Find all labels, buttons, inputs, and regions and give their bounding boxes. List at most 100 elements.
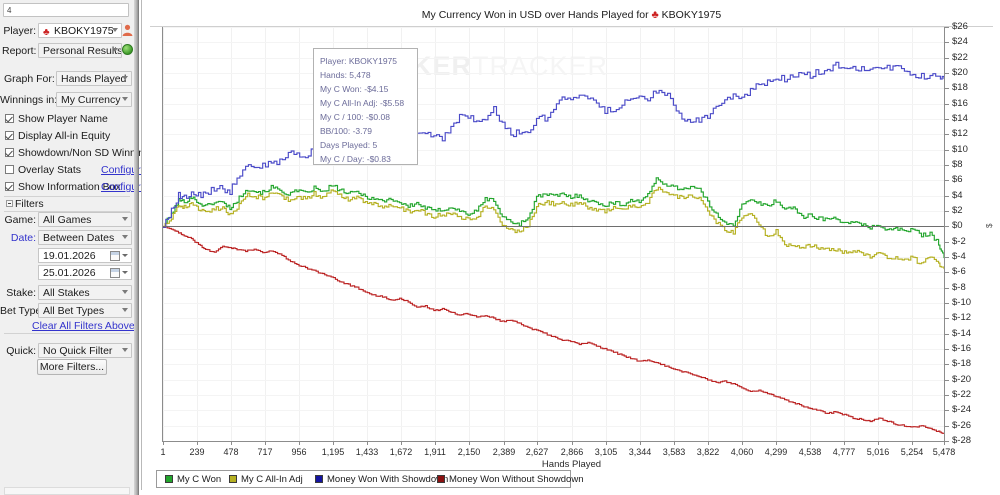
x-axis-tick	[367, 441, 368, 445]
x-axis-tick	[640, 441, 641, 445]
x-axis-line	[162, 441, 945, 442]
graph-for-select[interactable]: Hands Played	[56, 71, 132, 86]
legend-label: My C All-In Adj	[241, 474, 303, 485]
y-axis-tick-label: $-4	[952, 251, 966, 262]
x-axis-tick-label: 2,389	[492, 447, 516, 457]
quick-filter-select[interactable]: No Quick Filter	[38, 343, 132, 358]
y-axis-tick	[944, 380, 949, 381]
plot-area[interactable]: PKERTRACKER	[163, 27, 944, 441]
configure-overlay-stats-link[interactable]: Configure	[101, 164, 147, 176]
title-divider	[150, 26, 993, 27]
clear-all-filters-link[interactable]: Clear All Filters Above	[32, 320, 135, 332]
y-axis-tick-label: $24	[952, 36, 968, 47]
chevron-down-icon	[122, 217, 128, 221]
game-value: All Games	[43, 214, 92, 226]
legend-label: Money Won With Showdown	[327, 474, 449, 485]
legend-label: My C Won	[177, 474, 222, 485]
y-axis-tick	[944, 364, 949, 365]
report-select[interactable]: Personal Results	[38, 43, 122, 58]
x-axis-tick-label: 956	[291, 447, 307, 457]
x-axis-tick-label: 1	[160, 447, 166, 457]
watermark-tracker: TRACKER	[472, 51, 609, 81]
date-label[interactable]: Date:	[10, 232, 36, 244]
x-axis-tick-label: 3,344	[628, 447, 652, 457]
player-select[interactable]: ♣ KBOKY1975	[38, 23, 122, 38]
calendar-icon[interactable]	[110, 251, 120, 261]
panel-bottom-filler	[141, 490, 1000, 495]
date-from-field[interactable]: 19.01.2026	[38, 248, 132, 263]
chart-title-player: KBOKY1975	[661, 9, 722, 21]
x-axis-tick-label: 3,583	[662, 447, 686, 457]
y-axis-tick-label: $20	[952, 67, 968, 78]
y-axis-tick	[944, 58, 949, 59]
x-axis-tick-label: 5,254	[900, 447, 924, 457]
x-axis-tick	[878, 441, 879, 445]
player-select-value: KBOKY1975	[54, 25, 114, 37]
watermark-ker: KER	[412, 51, 473, 81]
stake-select[interactable]: All Stakes	[38, 285, 132, 300]
winnings-in-select[interactable]: My Currency	[56, 92, 132, 107]
x-axis-tick-label: 239	[189, 447, 205, 457]
y-axis-tick	[944, 318, 949, 319]
y-axis-tick-label: $-10	[952, 297, 972, 308]
y-axis-tick-label: $-18	[952, 358, 972, 369]
club-suit-icon: ♣	[43, 27, 50, 38]
info-player: Player: KBOKY1975	[320, 56, 398, 66]
y-axis-tick	[944, 303, 949, 304]
x-axis-tick-label: 478	[223, 447, 239, 457]
information-box: Player: KBOKY1975 Hands: 5,478 My C Won:…	[313, 48, 418, 165]
chart-legend: My C Won My C All-In Adj Money Won With Sh…	[156, 470, 583, 488]
sidebar-divider-scrollbar[interactable]	[134, 0, 139, 495]
chevron-down-icon[interactable]	[122, 271, 128, 274]
checkbox-box[interactable]	[5, 165, 14, 174]
date-from-value: 19.01.2026	[43, 250, 96, 262]
y-axis-tick-label: $-2	[952, 236, 966, 247]
collapse-icon[interactable]	[6, 200, 13, 207]
checkbox-box[interactable]	[5, 114, 14, 123]
y-axis-tick	[944, 42, 949, 43]
filters-section-header[interactable]: Filters	[6, 198, 44, 210]
y-axis-tick	[944, 272, 949, 273]
y-axis-tick-label: $18	[952, 82, 968, 93]
chart-title: My Currency Won in USD over Hands Played…	[142, 9, 1000, 21]
y-axis-right-line	[944, 27, 945, 442]
x-axis-tick	[469, 441, 470, 445]
x-axis-tick-label: 5,016	[866, 447, 890, 457]
bet-type-value: All Bet Types	[43, 305, 105, 317]
chevron-down-icon	[112, 28, 118, 32]
top-search-input[interactable]: 4	[3, 3, 129, 17]
user-avatar-icon[interactable]	[122, 24, 133, 36]
x-axis-title: Hands Played	[541, 459, 602, 470]
configure-information-box-link[interactable]: Configure	[101, 181, 147, 193]
series-line-0	[163, 177, 944, 259]
report-label: Report:	[2, 45, 37, 57]
x-axis-tick	[163, 441, 164, 445]
x-axis-tick	[944, 441, 945, 445]
checkbox-label: Show Player Name	[18, 113, 108, 125]
y-axis-tick	[944, 27, 949, 28]
y-axis-tick-label: $-20	[952, 374, 972, 385]
checkbox-box[interactable]	[5, 182, 14, 191]
bet-type-select[interactable]: All Bet Types	[38, 303, 132, 318]
info-my-c-per-100: My C / 100: -$0.08	[320, 112, 390, 122]
date-select[interactable]: Between Dates	[38, 230, 132, 245]
date-to-field[interactable]: 25.01.2026	[38, 265, 132, 280]
game-select[interactable]: All Games	[38, 212, 132, 227]
x-axis-tick-label: 4,060	[730, 447, 754, 457]
checkbox-box[interactable]	[5, 131, 14, 140]
chevron-down-icon[interactable]	[122, 254, 128, 257]
calendar-icon[interactable]	[110, 268, 120, 278]
chevron-down-icon	[122, 308, 128, 312]
y-axis-tick	[944, 226, 949, 227]
info-my-c-all-in-adj: My C All-In Adj: -$5.58	[320, 98, 405, 108]
chevron-down-icon	[112, 48, 118, 52]
chevron-down-icon	[122, 235, 128, 239]
more-filters-button[interactable]: More Filters...	[37, 359, 107, 375]
y-axis-tick	[944, 73, 949, 74]
y-axis-tick	[944, 196, 949, 197]
globe-icon[interactable]	[122, 44, 133, 55]
legend-swatch	[229, 475, 237, 483]
quick-filter-value: No Quick Filter	[43, 345, 113, 357]
checkbox-box[interactable]	[5, 148, 14, 157]
legend-label: Money Won Without Showdown	[449, 474, 584, 485]
